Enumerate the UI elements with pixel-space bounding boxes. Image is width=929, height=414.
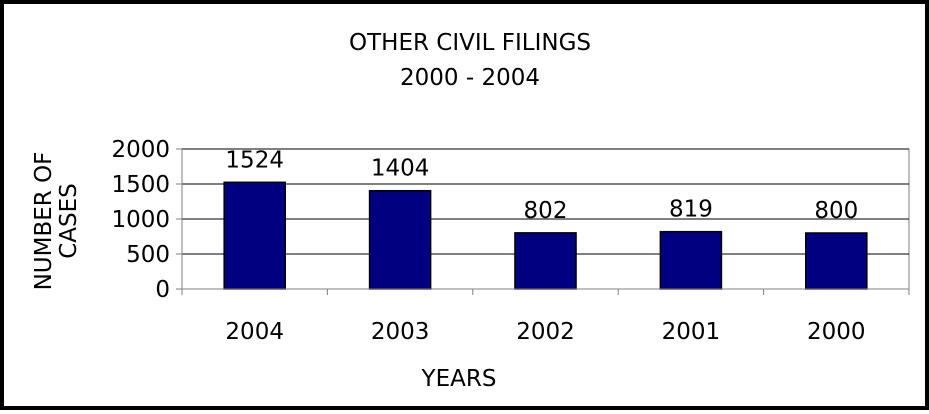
chart-subtitle: 2000 - 2004 [400,65,540,91]
y-tick-label: 1000 [111,207,170,233]
x-tick-label-2002: 2002 [516,319,575,345]
data-labels: 1524 1404 802 819 800 [225,147,858,224]
bar-2003 [368,189,432,290]
chart-title: OTHER CIVIL FILINGS [349,30,591,56]
y-tick-label: 0 [155,277,170,303]
bar-2000 [805,232,868,290]
bar-2002 [514,232,577,290]
data-label-2001: 819 [669,197,713,223]
data-label-2000: 800 [814,198,858,224]
y-axis-label: NUMBER OF CASES [31,152,82,291]
y-tick-label: 1500 [111,172,170,198]
x-tick-labels: 2004 2003 2002 2001 2000 [225,319,865,345]
y-tick-label: 500 [126,242,170,268]
bar-2004 [223,181,286,290]
data-label-2003: 1404 [371,156,430,182]
data-label-2004: 1524 [225,147,284,173]
bars [223,181,868,290]
y-axis-label-line-1: NUMBER OF [31,152,57,291]
y-axis-label-line-2: CASES [56,183,82,259]
x-tick-label-2004: 2004 [225,319,284,345]
y-tick-label: 2000 [111,137,170,163]
x-tick-label-2001: 2001 [662,319,721,345]
bar-chart: OTHER CIVIL FILINGS 2000 - 2004 1524 1404… [31,30,910,392]
data-label-2002: 802 [524,198,568,224]
y-tick-labels: 0 500 1000 1500 2000 [111,137,170,303]
x-tick-label-2000: 2000 [807,319,866,345]
plot-area: 1524 1404 802 819 800 [176,147,910,295]
gridlines [176,148,909,290]
x-axis-label: YEARS [421,366,497,392]
x-tick-label-2003: 2003 [371,319,430,345]
x-tick-marks [181,289,910,295]
bar-2001 [659,230,723,290]
